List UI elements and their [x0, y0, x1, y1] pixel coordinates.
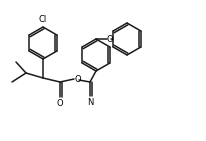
Text: Cl: Cl [39, 15, 47, 24]
Text: O: O [57, 99, 63, 108]
Text: N: N [87, 98, 93, 107]
Text: O: O [75, 74, 82, 83]
Text: O: O [107, 35, 113, 44]
